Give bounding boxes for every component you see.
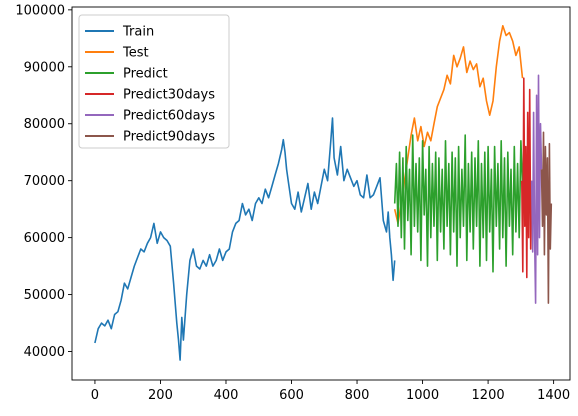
x-tick-label: 1000 xyxy=(406,388,439,403)
y-tick-label: 100000 xyxy=(15,3,65,18)
legend-box xyxy=(78,14,230,149)
y-tick-label: 60000 xyxy=(24,231,65,246)
legend-label: Train xyxy=(122,25,154,40)
series-line-test xyxy=(393,24,524,225)
legend-label: Predict90days xyxy=(123,130,215,145)
y-tick-label: 50000 xyxy=(24,288,65,303)
x-tick-label: 800 xyxy=(345,388,370,403)
y-axis: 40000 50000 60000 70000 80000 90000 100000 xyxy=(15,3,72,360)
y-tick-label: 80000 xyxy=(24,117,65,132)
x-tick-label: 200 xyxy=(148,388,173,403)
plot-frame xyxy=(71,6,571,381)
x-axis: 0 200 400 600 800 1000 1200 1400 xyxy=(91,380,570,403)
x-tick-label: 400 xyxy=(214,388,239,403)
legend-label: Predict30days xyxy=(123,88,215,103)
y-tick-label: 90000 xyxy=(24,60,65,75)
x-tick-label: 600 xyxy=(279,388,304,403)
y-tick-label: 70000 xyxy=(24,174,65,189)
x-tick-label: 1200 xyxy=(472,388,505,403)
legend: Train Test Predict Predict30days Predict60da… xyxy=(78,14,230,149)
series-line-predict90days xyxy=(540,131,553,304)
series-line-train xyxy=(94,117,396,361)
legend-label: Predict60days xyxy=(123,109,215,124)
legend-label: Predict xyxy=(123,67,168,82)
x-tick-label: 0 xyxy=(91,388,99,403)
series-line-predict xyxy=(393,134,524,273)
series-line-predict60days xyxy=(530,74,543,304)
y-tick-label: 40000 xyxy=(24,345,65,360)
x-tick-label: 1400 xyxy=(537,388,570,403)
series-line-predict30days xyxy=(521,77,533,279)
series-lines xyxy=(94,24,553,361)
legend-label: Test xyxy=(122,46,149,61)
